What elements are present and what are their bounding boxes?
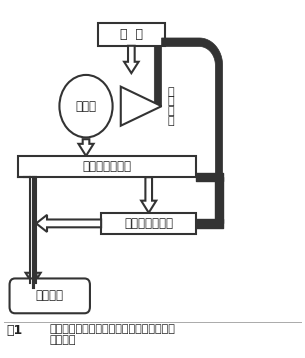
- FancyBboxPatch shape: [98, 23, 165, 46]
- Text: 图1: 图1: [6, 324, 22, 337]
- Polygon shape: [36, 215, 101, 232]
- Polygon shape: [26, 273, 41, 285]
- Text: 复合式圆筛螺旋分级机和磨矿机闭路系统工
作示意图: 复合式圆筛螺旋分级机和磨矿机闭路系统工 作示意图: [50, 324, 176, 345]
- Polygon shape: [78, 139, 94, 156]
- Polygon shape: [124, 46, 138, 73]
- FancyBboxPatch shape: [101, 213, 196, 234]
- Text: 合格产品: 合格产品: [36, 289, 64, 303]
- Polygon shape: [154, 38, 223, 223]
- Text: 原  料: 原 料: [120, 28, 143, 41]
- FancyBboxPatch shape: [9, 279, 90, 313]
- Polygon shape: [141, 177, 156, 213]
- Text: 粗
砂
返
回: 粗 砂 返 回: [167, 87, 174, 126]
- Text: 第一段沉降分级: 第一段沉降分级: [83, 160, 132, 173]
- Circle shape: [59, 75, 113, 137]
- FancyBboxPatch shape: [18, 156, 196, 177]
- Polygon shape: [121, 87, 162, 126]
- Text: 磨矿机: 磨矿机: [76, 100, 96, 113]
- Text: 第二段筛分分级: 第二段筛分分级: [124, 217, 173, 230]
